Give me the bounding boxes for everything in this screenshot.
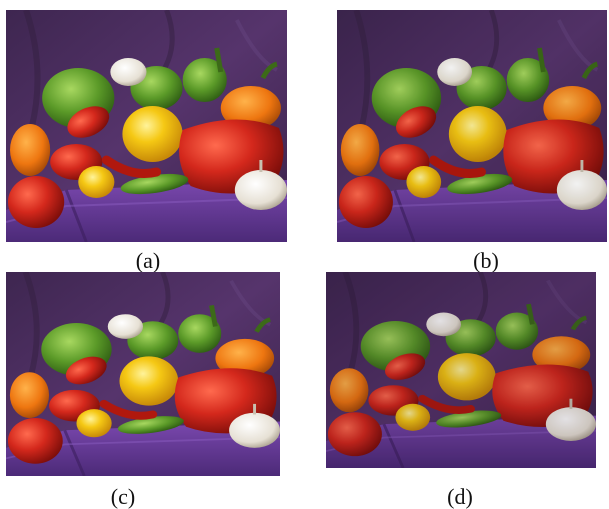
photo-panel-c	[6, 272, 280, 476]
photo-panel-d	[326, 272, 596, 468]
peppers-image-a	[6, 10, 287, 242]
peppers-image-d	[326, 272, 596, 468]
caption-a: (a)	[135, 248, 161, 273]
caption-c: (c)	[110, 484, 136, 509]
peppers-image-c	[6, 272, 280, 476]
caption-d: (d)	[447, 484, 473, 509]
photo-panel-b	[337, 10, 607, 242]
caption-b: (b)	[473, 248, 499, 273]
photo-panel-a	[6, 10, 287, 242]
peppers-image-b	[337, 10, 607, 242]
